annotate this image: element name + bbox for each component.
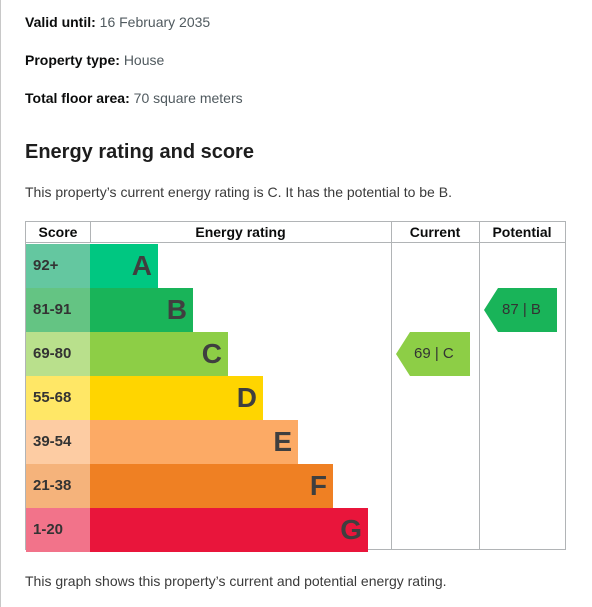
divider-current	[391, 222, 392, 549]
property-type-label: Property type:	[25, 52, 120, 68]
potential-rating-arrow: 87 | B	[484, 288, 557, 332]
valid-until-value: 16 February 2035	[99, 14, 211, 30]
floor-area-value: 70 square meters	[133, 90, 243, 106]
rating-bar-d: D	[90, 376, 263, 420]
current-rating-arrow: 69 | C	[396, 332, 470, 376]
section-heading: Energy rating and score	[25, 141, 254, 163]
page-left-border	[0, 0, 1, 607]
floor-area-row: Total floor area: 70 square meters	[25, 89, 243, 107]
divider-potential	[479, 222, 480, 549]
score-band-g: 1-20	[26, 508, 90, 552]
header-score: Score	[26, 222, 90, 243]
score-band-c: 69-80	[26, 332, 90, 376]
rating-bar-b: B	[90, 288, 193, 332]
potential-rating-arrow-label: 87 | B	[498, 288, 557, 332]
current-rating-arrow-label: 69 | C	[410, 332, 470, 376]
current-rating-arrow-tip	[396, 332, 410, 376]
property-type-row: Property type: House	[25, 51, 164, 69]
potential-rating-arrow-tip	[484, 288, 498, 332]
floor-area-label: Total floor area:	[25, 90, 130, 106]
header-current: Current	[391, 222, 479, 243]
property-type-value: House	[123, 52, 165, 68]
divider-score	[90, 222, 91, 243]
graph-caption: This graph shows this property’s current…	[25, 573, 447, 589]
rating-bar-f: F	[90, 464, 333, 508]
score-band-e: 39-54	[26, 420, 90, 464]
score-band-d: 55-68	[26, 376, 90, 420]
header-energy-rating: Energy rating	[90, 222, 391, 243]
rating-bar-g: G	[90, 508, 368, 552]
score-band-b: 81-91	[26, 288, 90, 332]
score-band-a: 92+	[26, 244, 90, 288]
valid-until-label: Valid until:	[25, 14, 96, 30]
valid-until-row: Valid until: 16 February 2035	[25, 13, 210, 31]
rating-bar-a: A	[90, 244, 158, 288]
energy-rating-table: Score Energy rating Current Potential 92…	[25, 221, 566, 552]
rating-summary: This property’s current energy rating is…	[25, 184, 452, 200]
score-band-f: 21-38	[26, 464, 90, 508]
rating-bar-c: C	[90, 332, 228, 376]
rating-bar-e: E	[90, 420, 298, 464]
header-potential: Potential	[479, 222, 565, 243]
